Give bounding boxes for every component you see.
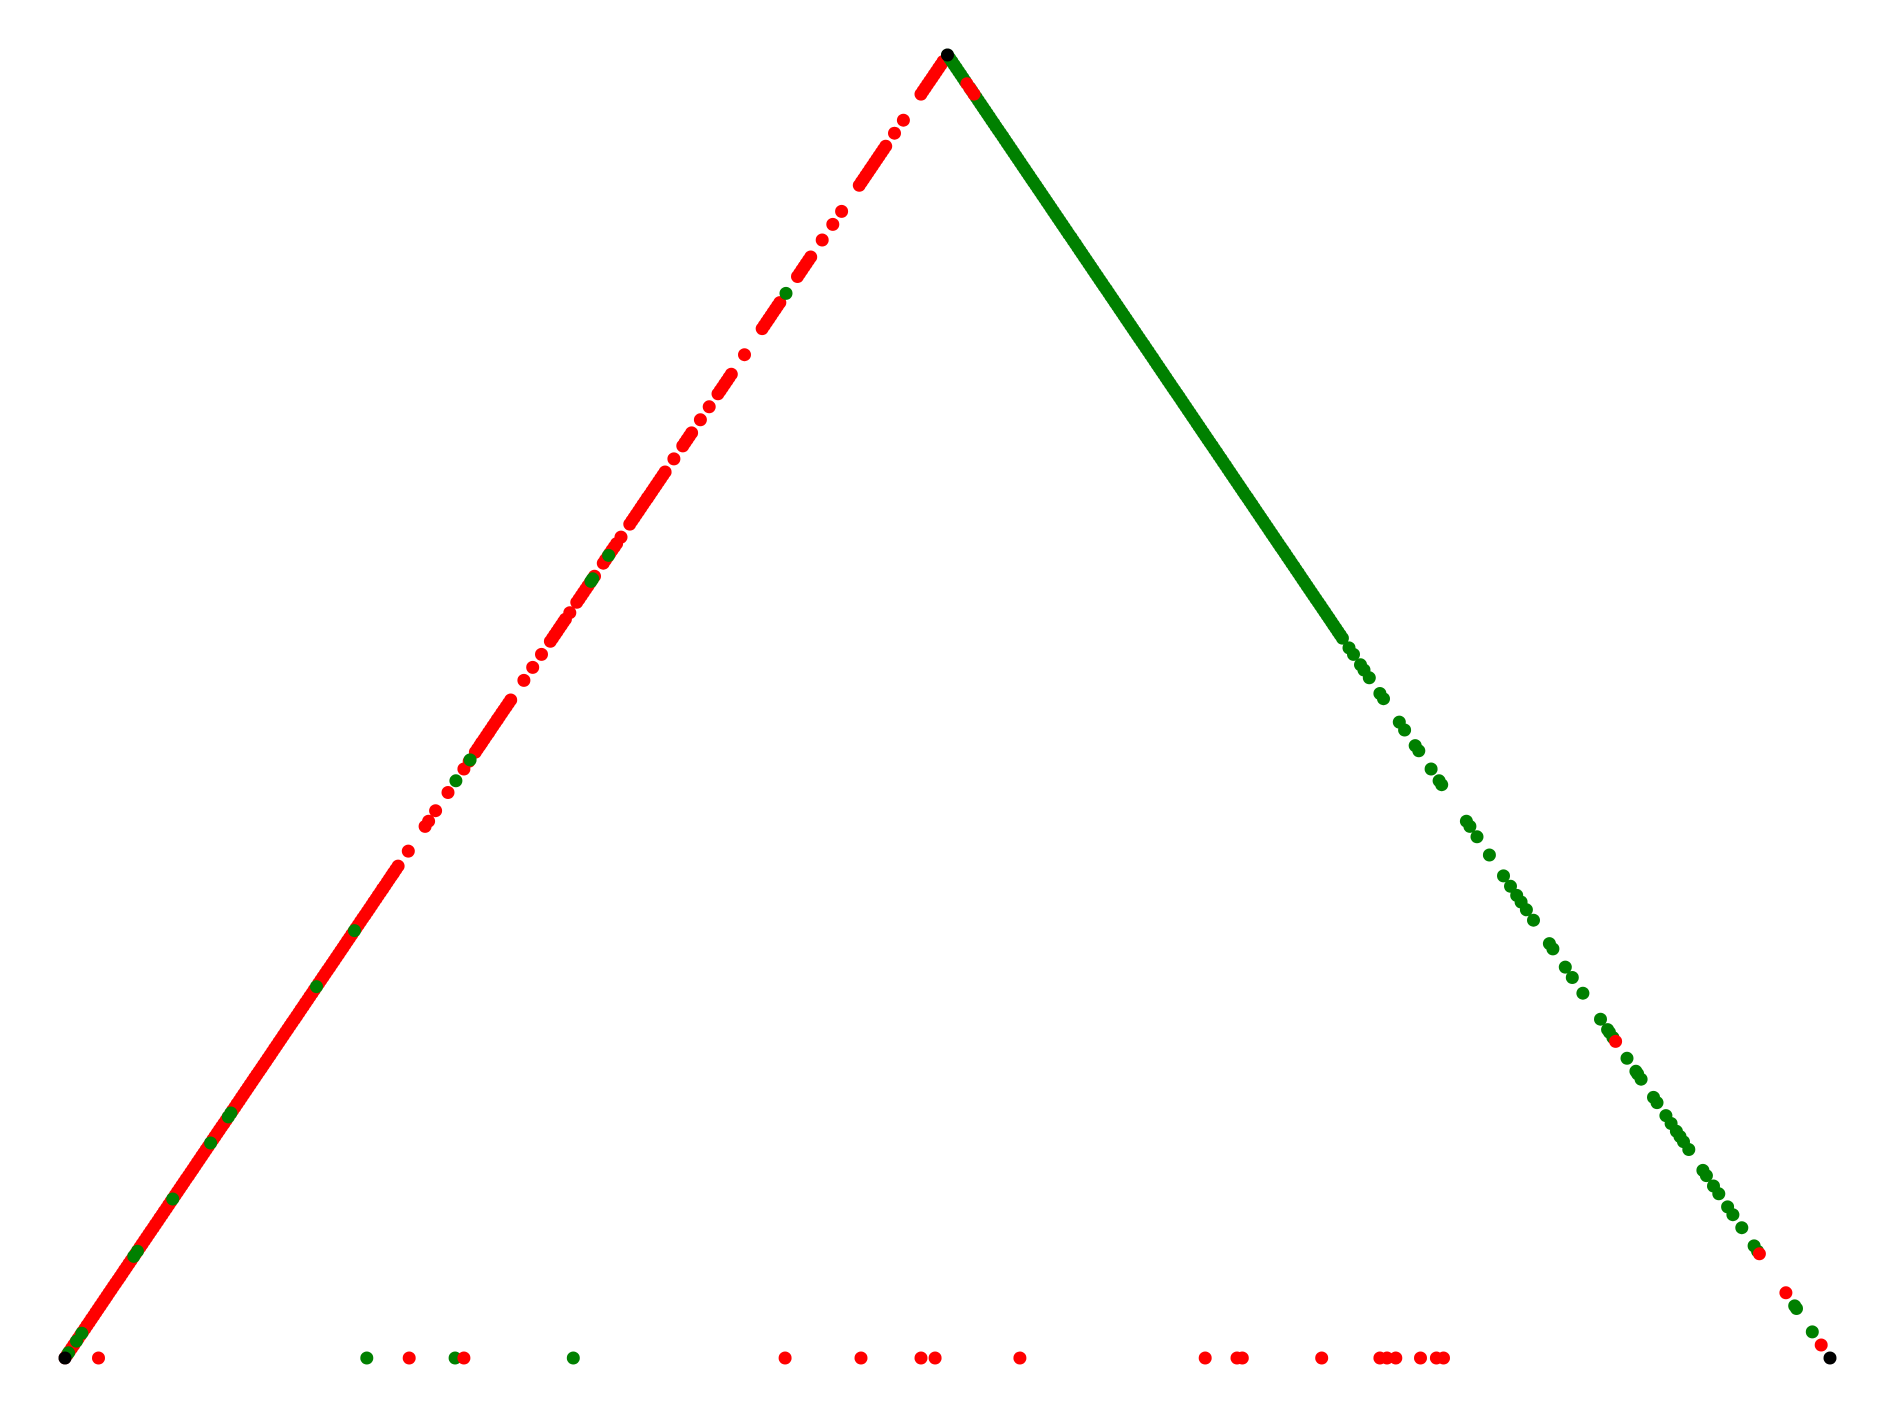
left-edge-point (738, 348, 751, 362)
left-edge-point (449, 774, 463, 788)
right-edge-point (1650, 1096, 1664, 1110)
bottom-edge-point (457, 1351, 471, 1365)
bottom-edge-point (1013, 1351, 1027, 1365)
right-edge-point (1398, 723, 1412, 737)
bottom-edge-point (360, 1351, 374, 1365)
left-edge-point (310, 980, 323, 994)
left-edge-point (815, 233, 829, 247)
right-edge-point (1546, 942, 1560, 956)
left-edge-point (386, 866, 400, 880)
left-edge-point (482, 726, 496, 740)
left-edge-point (475, 736, 488, 750)
left-edge-point (441, 786, 455, 799)
left-edge-point (224, 1106, 238, 1120)
right-edge-point (1609, 1034, 1623, 1048)
left-edge-point (348, 924, 361, 938)
right-edge-point (1504, 879, 1517, 893)
left-edge-point (835, 204, 849, 218)
left-edge-point (879, 139, 893, 153)
right-edge-point (1412, 744, 1426, 758)
right-edge-point (1752, 1247, 1766, 1261)
right-edge-point (1558, 960, 1572, 974)
left-edge-point (517, 673, 531, 687)
right-edge-point (1620, 1051, 1634, 1065)
left-edge-point (401, 844, 415, 858)
right-edge-point (1594, 1012, 1607, 1026)
left-edge-point (667, 452, 681, 466)
bottom-edge-point (1389, 1351, 1403, 1365)
right-edge-point (1519, 903, 1533, 917)
bottom-edge-point (1235, 1351, 1249, 1365)
right-edge-point (1576, 986, 1590, 1000)
left-edge-point (130, 1244, 144, 1258)
bottom-edge-point (914, 1351, 928, 1365)
left-edge-point (888, 126, 901, 140)
right-edge-point (963, 82, 977, 96)
right-edge-point (1335, 631, 1349, 645)
left-edge-point (586, 572, 600, 586)
right-edge-point (1779, 1286, 1793, 1300)
left-edge-point (779, 286, 793, 300)
left-edge-point (724, 367, 738, 381)
right-edge-point (1527, 913, 1540, 927)
right-edge-point (1814, 1338, 1828, 1352)
left-edge-point (804, 250, 818, 264)
right-edge-point (1565, 971, 1579, 984)
left-edge-point (535, 647, 548, 661)
right-edge-point (1362, 671, 1376, 685)
bottom-edge-point (1414, 1351, 1427, 1365)
bottom-edge-point (92, 1351, 105, 1365)
left-edge-point (376, 882, 390, 896)
left-edge-point (526, 660, 540, 674)
right-edge-point (1482, 848, 1496, 862)
left-edge-point (504, 693, 518, 707)
left-edge-point (602, 548, 616, 562)
left-edge-point (658, 465, 672, 479)
right-edge-point (1347, 647, 1360, 661)
data-points (58, 48, 1837, 1365)
right-edge-point (1790, 1302, 1803, 1315)
vertex-point (1823, 1351, 1837, 1365)
bottom-edge-point (402, 1351, 416, 1365)
left-edge-point (422, 814, 436, 828)
left-edge-point (614, 530, 628, 544)
left-edge-point (773, 296, 787, 310)
left-edge-point (693, 413, 707, 427)
left-edge-point (166, 1192, 180, 1206)
left-edge-point (490, 713, 504, 726)
vertex-point (58, 1351, 72, 1365)
left-edge-point (563, 606, 577, 620)
right-edge-point (1463, 819, 1477, 833)
right-edge-point (1699, 1169, 1713, 1183)
vertex-point (941, 48, 954, 62)
right-edge-point (1470, 830, 1484, 844)
right-edge-point (1634, 1072, 1648, 1086)
right-edge-point (1712, 1187, 1726, 1201)
bottom-edge-point (778, 1351, 792, 1365)
bottom-edge-point (566, 1351, 580, 1365)
right-edge-point (1726, 1208, 1740, 1222)
bottom-edge-point (1315, 1351, 1329, 1365)
right-edge-point (1424, 762, 1438, 776)
right-edge-point (1497, 869, 1510, 883)
bottom-edge-point (928, 1351, 942, 1365)
bottom-edge-point (1198, 1351, 1212, 1365)
bottom-edge-point (854, 1351, 868, 1365)
left-edge-point (896, 113, 910, 127)
left-edge-point (463, 753, 477, 767)
left-edge-point (204, 1136, 218, 1150)
left-edge-point (75, 1326, 89, 1340)
right-edge-point (1435, 778, 1449, 792)
right-edge-point (1377, 692, 1390, 706)
right-edge-point (1805, 1325, 1819, 1339)
left-edge-point (826, 217, 840, 231)
bottom-edge-point (1437, 1351, 1450, 1365)
left-edge-point (685, 426, 699, 440)
left-edge-point (702, 400, 716, 414)
right-edge-point (1735, 1221, 1749, 1235)
left-edge-point (429, 804, 443, 818)
right-edge-point (1682, 1143, 1696, 1156)
